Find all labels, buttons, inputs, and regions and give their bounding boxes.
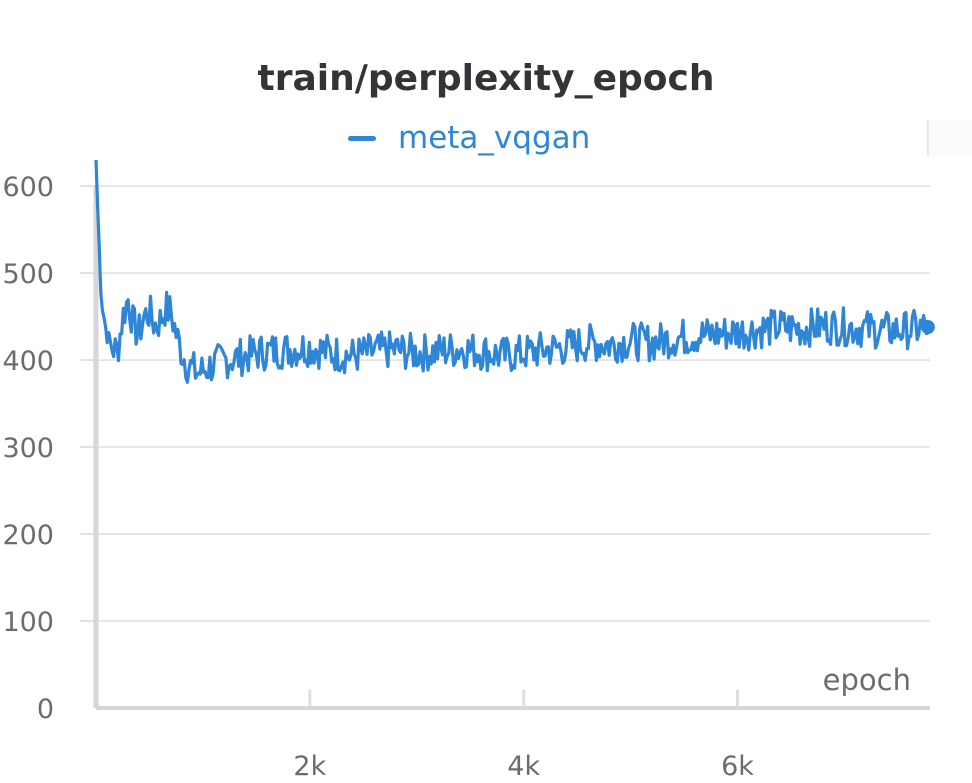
- y-tick-label: 300: [2, 433, 54, 464]
- y-tick-label: 0: [37, 694, 54, 725]
- x-tick-label: 4k: [507, 751, 540, 782]
- y-tick-label: 200: [2, 520, 54, 551]
- legend-swatch-meta-vqgan: [348, 135, 376, 141]
- x-tick-marks: [308, 690, 740, 708]
- y-tick-label: 600: [2, 172, 54, 203]
- y-tick-label: 100: [2, 607, 54, 638]
- y-tick-label: 500: [2, 259, 54, 290]
- chart-title: train/perplexity_epoch: [257, 58, 715, 99]
- grid-lines: [80, 185, 930, 623]
- series-end-point[interactable]: [920, 320, 935, 335]
- legend-label-meta-vqgan: meta_vqgan: [398, 120, 591, 156]
- x-tick-labels: 2k 4k 6k: [293, 751, 754, 782]
- y-tick-label: 400: [2, 346, 54, 377]
- x-tick-label: 2k: [293, 751, 326, 782]
- x-tick-label: 6k: [721, 751, 754, 782]
- x-axis-title: epoch: [823, 663, 911, 697]
- y-tick-labels: 0 100 200 300 400 500 600: [2, 172, 54, 725]
- panel-edge: [927, 120, 972, 156]
- series-line-meta-vqgan: [94, 159, 929, 384]
- legend[interactable]: meta_vqgan: [348, 118, 590, 158]
